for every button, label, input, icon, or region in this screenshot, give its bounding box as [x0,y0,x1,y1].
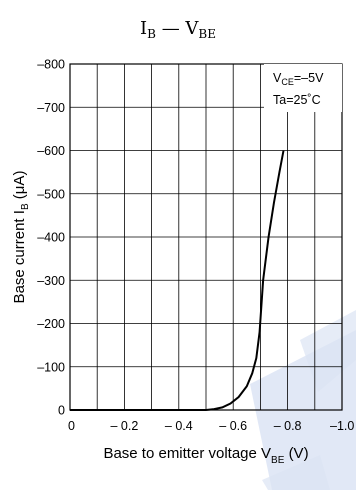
x-tick-label: – 0.4 [165,419,193,433]
y-tick-label: –200 [37,317,65,331]
x-tick-label: – 0.8 [274,419,302,433]
y-tick-label: 0 [58,404,65,418]
y-tick-label: –800 [37,58,65,72]
x-tick-label: 0 [68,419,75,433]
chart-title: IB — VBE [140,18,216,41]
y-tick-label: –600 [37,144,65,158]
y-tick-label: –500 [37,187,65,201]
condition-vce: VCE=–5V [273,71,324,87]
conditions-box [264,64,342,112]
x-tick-labels: 0 – 0.2 – 0.4 – 0.6 – 0.8 –1.0 [68,419,354,433]
y-tick-label: –400 [37,231,65,245]
condition-ta: Ta=25˚C [273,93,321,107]
y-tick-label: –300 [37,274,65,288]
x-tick-label: –1.0 [330,419,354,433]
x-tick-label: – 0.2 [110,419,138,433]
y-tick-labels: 0 –100 –200 –300 –400 –500 –600 –700 –800 [37,58,65,418]
watermark-shape [262,455,330,490]
y-tick-label: –700 [37,101,65,115]
ib-vbe-curve [70,150,285,411]
plot-grid [70,64,342,410]
y-tick-label: –100 [37,360,65,374]
x-tick-label: – 0.6 [219,419,247,433]
watermark [250,310,356,490]
x-axis-label: Base to emitter voltage VBE (V) [103,445,308,466]
y-axis-label: Base current IB (μA) [11,171,31,304]
